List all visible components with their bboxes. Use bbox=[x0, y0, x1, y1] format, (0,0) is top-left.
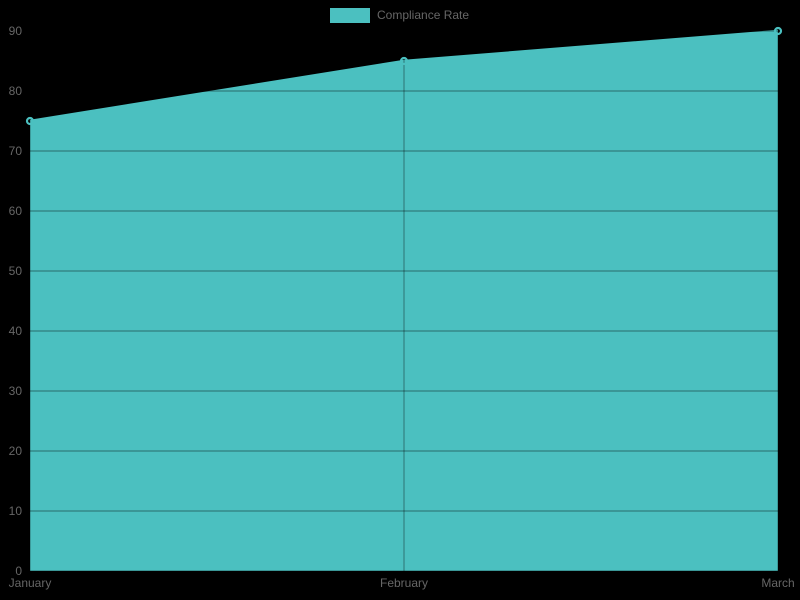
y-axis-tick-label: 10 bbox=[9, 504, 23, 518]
legend-swatch bbox=[330, 8, 370, 23]
y-axis-tick-label: 30 bbox=[9, 384, 23, 398]
y-axis-tick-label: 0 bbox=[15, 564, 22, 578]
series-area bbox=[30, 31, 778, 571]
data-point-marker bbox=[25, 116, 35, 126]
y-axis-tick-label: 40 bbox=[9, 324, 23, 338]
y-axis-tick-label: 80 bbox=[9, 84, 23, 98]
y-axis-tick-label: 50 bbox=[9, 264, 23, 278]
x-axis-category-label: March bbox=[761, 576, 794, 590]
legend-item-compliance-rate[interactable]: Compliance Rate bbox=[330, 8, 469, 23]
y-axis-tick-label: 90 bbox=[9, 24, 23, 38]
x-axis-category-label: January bbox=[9, 576, 52, 590]
y-axis-tick-label: 60 bbox=[9, 204, 23, 218]
y-axis-tick-label: 20 bbox=[9, 444, 23, 458]
series-line bbox=[29, 29, 779, 123]
data-point-marker bbox=[773, 26, 783, 36]
y-axis-tick-label: 70 bbox=[9, 144, 23, 158]
x-axis-category-label: February bbox=[380, 576, 428, 590]
legend-label: Compliance Rate bbox=[377, 8, 470, 22]
data-point-marker bbox=[399, 56, 409, 66]
